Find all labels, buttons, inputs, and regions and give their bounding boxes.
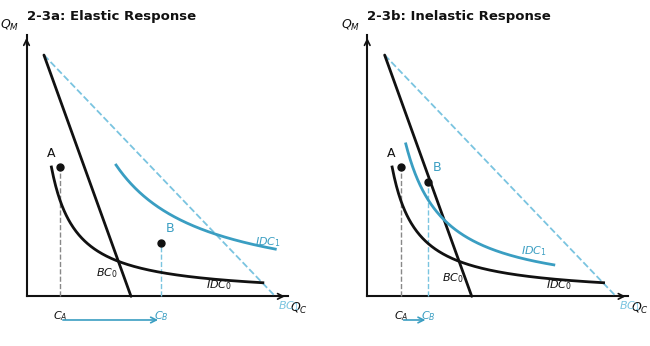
Text: 2-3a: Elastic Response: 2-3a: Elastic Response <box>27 10 196 23</box>
Text: $IDC_0$: $IDC_0$ <box>547 279 573 292</box>
Text: $BC_0$: $BC_0$ <box>96 266 118 280</box>
Text: B: B <box>166 222 174 235</box>
Text: $C_A$: $C_A$ <box>53 309 68 322</box>
Text: $IDC_1$: $IDC_1$ <box>521 244 547 258</box>
Text: $BC_1$: $BC_1$ <box>278 299 300 313</box>
Text: A: A <box>47 147 55 160</box>
Text: $Q_M$: $Q_M$ <box>0 18 19 33</box>
Text: A: A <box>387 147 396 160</box>
Text: $IDC_1$: $IDC_1$ <box>255 235 281 249</box>
Text: $Q_C$: $Q_C$ <box>631 301 649 317</box>
Text: $Q_C$: $Q_C$ <box>290 301 308 317</box>
Text: $C_A$: $C_A$ <box>393 309 408 322</box>
Text: $BC_1$: $BC_1$ <box>619 299 640 313</box>
Text: B: B <box>433 162 442 174</box>
Text: $C_B$: $C_B$ <box>153 309 168 322</box>
Text: $BC_0$: $BC_0$ <box>442 272 463 285</box>
Text: 2-3b: Inelastic Response: 2-3b: Inelastic Response <box>367 10 551 23</box>
Text: $C_B$: $C_B$ <box>421 309 436 322</box>
Text: $Q_M$: $Q_M$ <box>341 18 360 33</box>
Text: $IDC_0$: $IDC_0$ <box>205 279 231 292</box>
